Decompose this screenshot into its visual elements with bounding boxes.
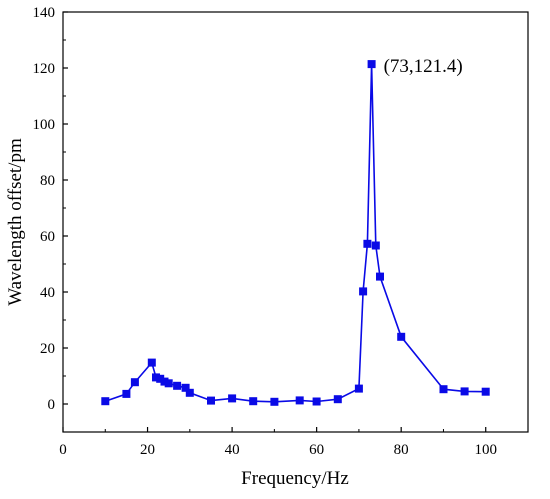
data-point: [228, 394, 237, 403]
y-axis-title: Wavelength offset/pm: [5, 138, 26, 306]
x-tick-label: 40: [225, 442, 240, 458]
data-point: [101, 397, 110, 406]
data-point: [207, 396, 215, 405]
x-tick-label: 20: [140, 442, 155, 458]
y-tick-label: 80: [40, 173, 55, 189]
data-point: [363, 239, 372, 248]
data-point: [481, 387, 490, 396]
x-tick-label: 60: [309, 442, 324, 458]
data-point: [156, 374, 165, 383]
data-point: [371, 241, 380, 250]
data-point: [333, 395, 342, 404]
data-point: [160, 377, 169, 386]
x-tick-label: 0: [59, 442, 67, 458]
data-point: [173, 381, 182, 390]
data-point: [122, 389, 131, 398]
data-point: [130, 378, 139, 387]
data-point: [312, 397, 321, 406]
data-point: [185, 388, 194, 397]
data-point: [376, 272, 384, 281]
x-axis-title: Frequency/Hz: [241, 468, 349, 489]
data-point: [181, 383, 190, 392]
data-markers: [101, 60, 490, 406]
data-point: [164, 379, 173, 388]
data-point: [249, 397, 258, 406]
y-tick-label: 60: [40, 229, 55, 245]
y-tick-label: 120: [33, 61, 56, 77]
x-tick-label: 100: [474, 442, 497, 458]
data-point: [147, 358, 156, 367]
y-tick-label: 20: [40, 341, 55, 357]
data-point: [359, 287, 368, 296]
x-tick-label: 80: [394, 442, 409, 458]
series-line: [105, 64, 486, 403]
data-point: [460, 387, 469, 396]
plot-frame: [62, 11, 529, 433]
y-tick-label: 100: [33, 117, 56, 133]
data-point: [439, 385, 448, 394]
y-tick-label: 40: [40, 285, 55, 301]
data-point: [152, 373, 160, 382]
data-point: [270, 397, 279, 406]
y-tick-label: 0: [48, 397, 56, 413]
y-tick-label: 140: [33, 5, 56, 21]
data-point: [354, 384, 363, 393]
x-axis-ticks: 0 20 40 60 80 100: [59, 427, 497, 458]
peak-annotation: (73,121.4): [384, 56, 463, 77]
y-axis-ticks: 0 20 40 60 80 100 120 140: [33, 5, 68, 413]
data-point: [295, 396, 304, 405]
data-point: [367, 60, 376, 69]
data-point: [397, 332, 406, 341]
